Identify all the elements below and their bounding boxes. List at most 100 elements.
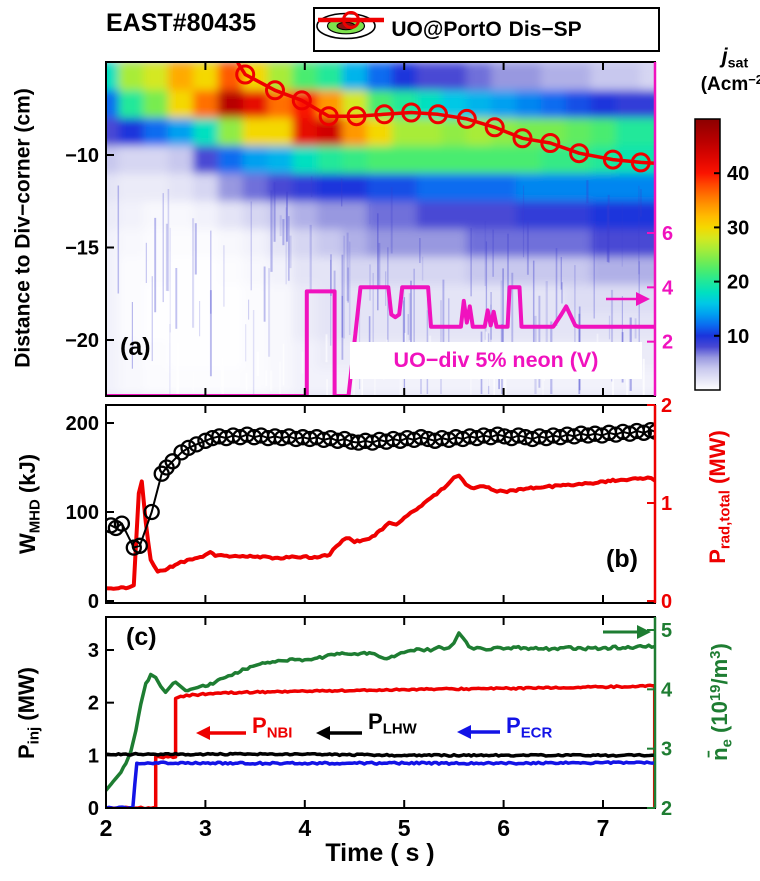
prad-axis-label: Prad,total (MW): [704, 430, 734, 564]
heatmap-cell: [317, 145, 343, 175]
heatmap-cell: [565, 173, 591, 202]
heatmap-cell: [590, 118, 616, 147]
dis-sp-marker: [374, 104, 395, 125]
heatmap-cell: [106, 284, 119, 313]
heatmap-cell: [565, 90, 591, 119]
heatmap-cell: [441, 229, 467, 258]
ne-tick-label: 4: [661, 679, 673, 701]
heatmap-cell: [342, 201, 368, 230]
ne-tick-label: 3: [661, 739, 672, 761]
x-tick-label: 5: [398, 815, 411, 841]
heatmap-cell: [317, 340, 343, 369]
wmhd-marker: [188, 436, 205, 453]
wmhd-tick-label: 200: [66, 413, 99, 435]
heatmap-cell: [615, 90, 641, 119]
heatmap-cell: [491, 90, 517, 119]
heatmap-cell: [441, 145, 467, 175]
x-tick-label: 4: [298, 815, 311, 841]
heatmap-cell: [491, 256, 517, 286]
x-tick-label: 3: [199, 815, 212, 841]
wmhd-marker: [164, 453, 181, 470]
heatmap-cell: [143, 118, 169, 147]
heatmap-cell: [491, 145, 517, 175]
heatmap-cell: [516, 90, 542, 119]
heatmap-cell: [366, 62, 393, 91]
wmhd-marker: [197, 432, 214, 449]
panel-b-tag: (b): [606, 545, 638, 573]
heatmap-cell: [441, 62, 467, 91]
colorbar-tick-label: 10: [727, 326, 749, 348]
pecr-arrow-head: [457, 725, 471, 739]
dis-sp-marker: [540, 133, 561, 153]
panel-a-tag: (a): [120, 333, 151, 361]
heatmap-cell: [193, 340, 219, 369]
heatmap-cell: [217, 284, 244, 313]
heatmap-cell: [342, 256, 368, 286]
heatmap-cell: [441, 256, 467, 286]
neon-tick-label: 6: [662, 223, 673, 245]
dist-tick-label: −15: [65, 238, 99, 260]
heatmap-cell: [292, 201, 318, 230]
heatmap-cell: [366, 312, 393, 341]
heatmap-cell: [168, 145, 194, 175]
heatmap-cell: [242, 118, 268, 147]
panel-c-curves: [106, 631, 655, 808]
heatmap-cell: [267, 256, 293, 286]
dis-sp-marker: [512, 128, 533, 149]
ne-arrow: [603, 625, 651, 639]
heatmap-cell: [143, 284, 169, 313]
heatmap-cell: [292, 256, 318, 286]
heatmap-cell: [267, 312, 293, 341]
dis-sp-marker: [265, 80, 285, 101]
heatmap-cell: [193, 229, 219, 258]
p-ecr-line: [106, 760, 655, 808]
colorbar-bar: [694, 118, 721, 391]
heatmap-cell: [242, 312, 268, 341]
pecr-arrow: [457, 725, 500, 739]
heatmap-cell: [143, 145, 169, 175]
heatmap-cell: [615, 201, 641, 230]
heatmap-cell: [106, 145, 119, 175]
heatmap-cell: [193, 145, 219, 175]
heatmap-cell: [640, 229, 655, 258]
heatmap-cell: [540, 256, 567, 286]
heatmap-cell: [143, 340, 169, 369]
pnbi-arrow: [196, 726, 246, 740]
heatmap-cell: [143, 367, 169, 396]
heatmap-cell: [466, 256, 492, 286]
heatmap-cell: [168, 340, 194, 369]
heatmap-cell: [565, 62, 591, 91]
annotation-arrows: [196, 292, 651, 740]
heatmap-cell: [466, 201, 492, 230]
dis-sp-marker: [291, 90, 312, 111]
wmhd-axis-label: WMHD (kJ): [14, 453, 44, 555]
n-e-line: [106, 631, 655, 792]
heatmap-cell: [193, 312, 219, 341]
heatmap-cell: [267, 229, 293, 258]
panel-a-heatmap: [106, 62, 655, 396]
p-nbi-line: [106, 683, 655, 808]
wmhd-marker: [180, 439, 197, 457]
heatmap-cell: [106, 173, 119, 202]
heatmap-cell: [106, 62, 119, 91]
heatmap-cell: [118, 256, 144, 286]
x-tick-label: 6: [497, 815, 510, 841]
heatmap-cell: [118, 367, 144, 396]
heatmap-cell: [106, 367, 119, 396]
heatmap-cell: [466, 145, 492, 175]
heatmap-cell: [317, 229, 343, 258]
heatmap-cell: [441, 118, 467, 147]
heatmap-cell: [106, 312, 119, 341]
heatmap-cell: [217, 201, 244, 230]
prad-tick-label: 2: [661, 395, 672, 417]
heatmap-cell: [193, 284, 219, 313]
heatmap-cell: [540, 62, 567, 91]
heatmap-cell: [590, 256, 616, 286]
heatmap-cell: [491, 173, 517, 202]
heatmap-cell: [317, 284, 343, 313]
heatmap-cell: [242, 201, 268, 230]
heatmap-cell: [168, 229, 194, 258]
legend-label-uo-porto: UO@PortO: [391, 17, 502, 41]
heatmap-cell: [143, 62, 169, 91]
heatmap-cell: [168, 284, 194, 313]
